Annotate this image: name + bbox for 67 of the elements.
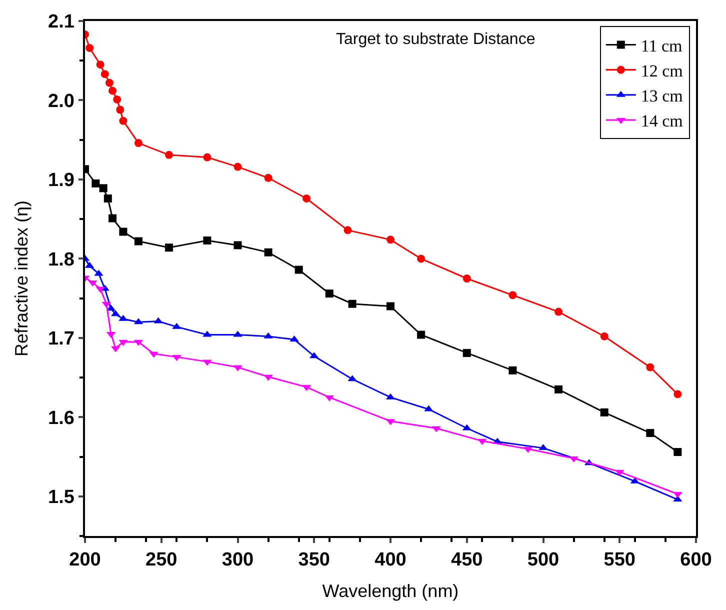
point <box>165 244 174 252</box>
point <box>674 448 682 456</box>
point <box>165 150 174 159</box>
y-tick-label: 2.1 <box>48 12 75 33</box>
x-tick-label: 450 <box>451 550 483 571</box>
x-axis-title: Wavelength (nm) <box>322 581 459 602</box>
point <box>386 302 394 310</box>
point <box>462 348 471 357</box>
y-tick-label: 2.0 <box>48 90 74 112</box>
point <box>108 86 116 95</box>
point <box>508 291 517 300</box>
y-tick-label: 1.9 <box>48 170 74 192</box>
point <box>344 226 352 234</box>
legend-title: Target to substrate Distance <box>336 31 536 48</box>
point <box>99 184 108 192</box>
point <box>386 236 394 244</box>
legend-label: 13 cm <box>640 86 683 106</box>
y-tick-label: 1.8 <box>48 249 74 270</box>
x-tick-label: 500 <box>527 550 560 571</box>
x-tick-label: 250 <box>146 550 178 571</box>
legend-label: 11 cm <box>640 36 682 56</box>
point <box>134 237 142 246</box>
point <box>108 214 116 222</box>
point <box>554 308 563 316</box>
point <box>119 228 128 236</box>
point <box>646 429 654 437</box>
point <box>100 70 109 78</box>
y-tick-label: 1.7 <box>48 328 74 350</box>
point <box>96 60 104 69</box>
point <box>600 408 608 416</box>
point <box>462 274 471 282</box>
point <box>105 78 114 87</box>
legend-label: 12 cm <box>640 61 683 80</box>
point <box>203 236 212 244</box>
point <box>417 330 426 339</box>
point <box>600 332 608 340</box>
point <box>119 116 128 125</box>
point <box>86 44 94 52</box>
point <box>116 106 124 114</box>
x-tick-label: 400 <box>374 550 406 571</box>
point <box>203 153 212 162</box>
point <box>417 254 426 263</box>
point <box>92 179 100 188</box>
legend-label: 14 cm <box>640 112 683 131</box>
x-tick-label: 550 <box>604 550 636 571</box>
point <box>234 162 242 171</box>
y-tick-label: 1.5 <box>48 487 75 508</box>
point <box>302 194 310 202</box>
point <box>264 248 272 256</box>
y-axis-title: Refractive index (η) <box>12 200 32 357</box>
point <box>674 390 682 398</box>
point <box>264 174 272 182</box>
point <box>348 300 356 308</box>
x-tick-label: 350 <box>298 550 330 571</box>
point <box>134 139 142 148</box>
y-tick-label: 1.6 <box>48 408 74 429</box>
point <box>294 266 303 274</box>
point <box>325 290 334 298</box>
point <box>113 95 122 104</box>
point <box>104 194 112 202</box>
x-tick-label: 300 <box>222 550 254 571</box>
point <box>508 366 517 374</box>
point <box>554 385 563 394</box>
point <box>234 241 242 250</box>
point <box>646 363 654 372</box>
x-tick-label: 600 <box>680 550 712 571</box>
x-tick-label: 200 <box>69 550 101 571</box>
